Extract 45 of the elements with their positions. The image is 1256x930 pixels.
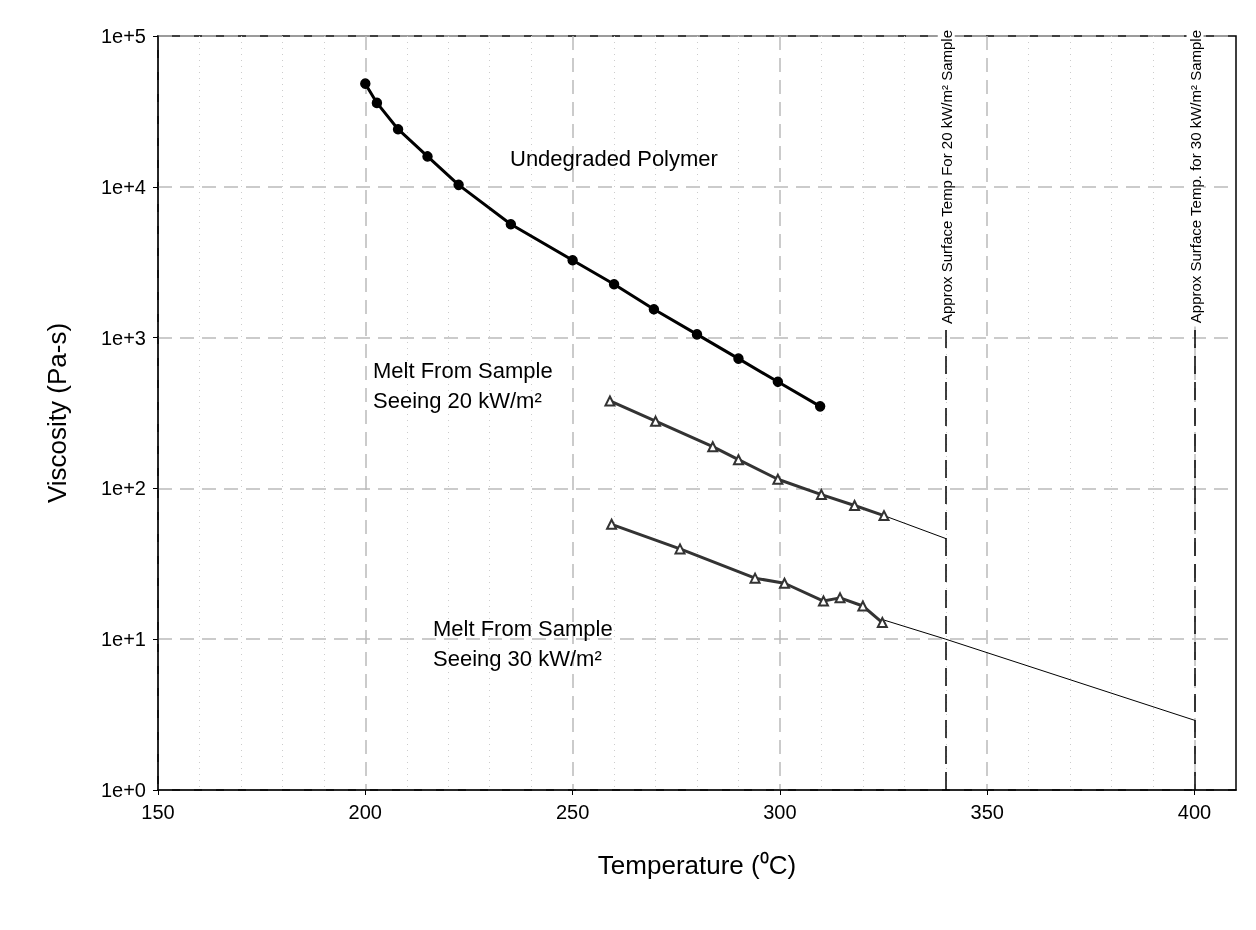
- point: [608, 278, 620, 290]
- y-tick-label: 1e+3: [100, 326, 146, 349]
- point: [814, 401, 826, 412]
- point: [772, 473, 784, 485]
- point: [749, 572, 761, 584]
- ref-line-label: Approx Surface Temp. for 30 kW/m² Sample: [1186, 30, 1204, 324]
- point: [392, 123, 404, 135]
- annotation: Melt From Sample Seeing 20 kW/m²: [373, 357, 553, 413]
- x-tick-label: 200: [348, 801, 382, 823]
- point: [878, 510, 890, 522]
- x-tick-label: 250: [555, 801, 590, 823]
- x-tick-label: 350: [970, 801, 1004, 823]
- y-tick-label: 1e+2: [100, 477, 146, 500]
- y-tick-label: 1e+0: [100, 779, 146, 801]
- point: [453, 179, 464, 191]
- point: [567, 254, 578, 266]
- x-tick-label: 150: [141, 801, 175, 823]
- point: [674, 543, 686, 555]
- annotation: Melt From Sample Seeing 30 kW/m²: [433, 615, 613, 671]
- y-tick-label: 1e+1: [100, 628, 146, 651]
- x-axis-title: Temperature (⁰C): [597, 850, 797, 880]
- point: [650, 415, 662, 427]
- point: [371, 97, 383, 109]
- x-tick-label: 400: [1177, 801, 1212, 823]
- point: [817, 595, 829, 607]
- point: [505, 218, 517, 230]
- point: [778, 577, 790, 589]
- x-tick-label: 300: [763, 801, 797, 823]
- y-axis-title: Viscosity (Pa-s): [42, 322, 72, 504]
- point: [732, 454, 744, 466]
- point: [360, 78, 371, 89]
- y-tick-label: 1e+4: [100, 175, 146, 198]
- point: [648, 304, 660, 315]
- point: [733, 353, 744, 364]
- y-tick-label: 1e+5: [100, 25, 146, 47]
- point: [707, 441, 719, 453]
- point: [691, 329, 703, 340]
- ref-line-label: Approx Surface Temp For 20 kW/m² Sample: [937, 30, 955, 324]
- point: [834, 592, 846, 604]
- point: [857, 600, 869, 612]
- point: [606, 518, 618, 530]
- point: [772, 376, 784, 388]
- annotation: Undegraded Polymer: [510, 145, 718, 171]
- point: [604, 395, 616, 407]
- point: [422, 151, 433, 162]
